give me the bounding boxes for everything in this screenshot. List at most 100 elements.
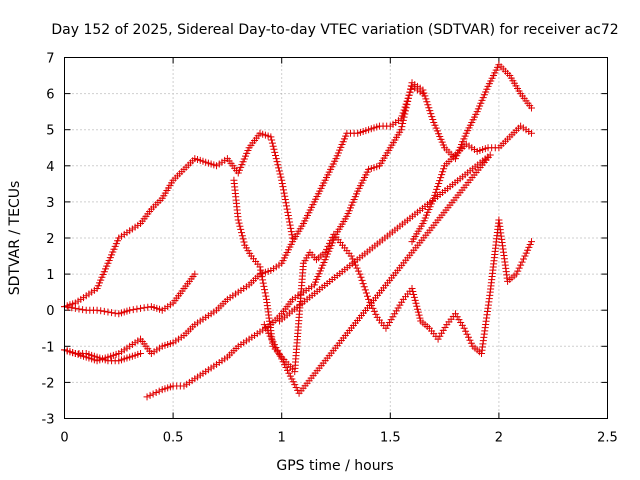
data-point (274, 161, 282, 169)
data-point (144, 303, 152, 311)
data-point (276, 170, 284, 178)
data-point (424, 101, 432, 109)
data-point (258, 273, 266, 281)
x-tick-label: 2 (495, 431, 503, 446)
data-point (281, 195, 289, 203)
data-point (79, 306, 87, 314)
data-point (286, 221, 294, 229)
data-point (401, 110, 409, 118)
data-point (527, 129, 535, 137)
data-point (263, 326, 271, 334)
data-point (267, 133, 275, 141)
data-point (259, 279, 267, 287)
data-point (419, 86, 427, 94)
data-point (460, 324, 468, 332)
data-point (287, 228, 295, 236)
data-point (325, 239, 333, 247)
data-point (423, 98, 431, 106)
data-point (146, 391, 154, 399)
data-point (396, 301, 404, 309)
data-point (398, 298, 406, 306)
data-point (260, 282, 268, 290)
data-point (428, 113, 436, 121)
data-point (457, 318, 465, 326)
data-point (137, 304, 145, 312)
data-point (268, 139, 276, 147)
data-point (257, 266, 265, 274)
data-point (406, 88, 414, 96)
data-point (275, 167, 283, 175)
data-point (270, 145, 278, 153)
data-point (462, 327, 470, 335)
data-point (270, 341, 278, 349)
x-tick-label: 0 (60, 431, 68, 446)
x-tick-label: 1.5 (380, 431, 401, 446)
data-point (527, 238, 535, 246)
data-point (357, 273, 365, 281)
data-point (288, 375, 296, 383)
data-point (280, 189, 288, 197)
data-point (370, 307, 378, 315)
data-point (324, 242, 332, 250)
plot-frame (64, 57, 608, 419)
data-point (412, 299, 420, 307)
data-point (266, 332, 274, 340)
data-point (137, 350, 145, 358)
data-point (414, 305, 422, 313)
data-point (409, 287, 417, 295)
data-point (261, 286, 269, 294)
data-point (271, 148, 279, 156)
data-point (385, 318, 393, 326)
data-point (422, 95, 430, 103)
y-tick-label: 7 (46, 52, 54, 67)
data-point (515, 264, 523, 272)
data-point (286, 218, 294, 226)
data-point (286, 372, 294, 380)
data-point (512, 270, 520, 278)
data-point (257, 269, 265, 277)
data-point (358, 276, 366, 284)
data-point (279, 358, 287, 366)
data-point (272, 344, 280, 352)
data-point (400, 113, 408, 121)
data-point (438, 171, 446, 179)
data-point (289, 378, 297, 386)
data-point (405, 91, 413, 99)
data-point (278, 355, 286, 363)
data-point (437, 174, 445, 182)
data-point (321, 248, 329, 256)
data-point (280, 186, 288, 194)
data-point (463, 330, 471, 338)
data-point (262, 292, 270, 300)
data-point (353, 264, 361, 272)
data-point (520, 255, 528, 263)
data-point (133, 305, 141, 313)
data-point (283, 205, 291, 213)
data-point (413, 302, 421, 310)
data-point (292, 384, 300, 392)
data-point (384, 321, 392, 329)
data-point (429, 116, 437, 124)
data-point (282, 199, 290, 207)
data-point (285, 215, 293, 223)
data-point (282, 364, 290, 372)
data-point (439, 326, 447, 334)
data-point (404, 98, 412, 106)
y-tick-label: 0 (46, 304, 54, 319)
data-point (392, 307, 400, 315)
data-point (239, 235, 247, 243)
data-point (524, 246, 532, 254)
data-point (451, 310, 459, 318)
data-point (279, 183, 287, 191)
data-point (287, 224, 295, 232)
data-point (100, 307, 108, 315)
data-point (285, 369, 293, 377)
data-point (436, 177, 444, 185)
data-point (363, 292, 371, 300)
data-point (359, 280, 367, 288)
points-layer (61, 61, 535, 401)
data-point (277, 173, 285, 181)
data-point (281, 361, 289, 369)
data-point (68, 304, 76, 312)
